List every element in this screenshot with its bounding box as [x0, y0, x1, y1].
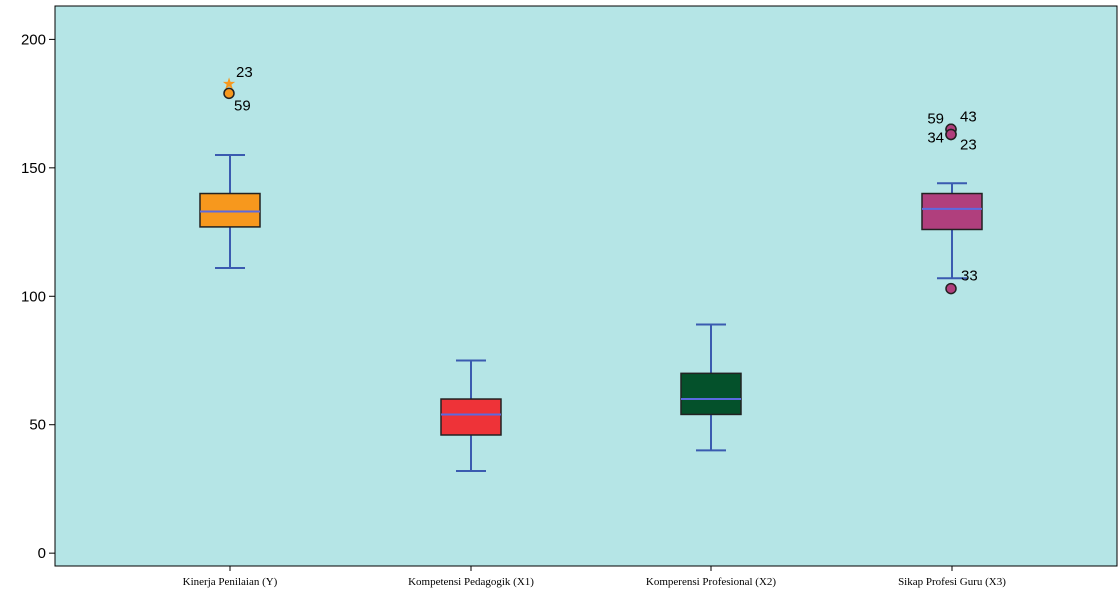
box-group — [440, 359, 502, 472]
iqr-box — [921, 192, 983, 231]
outlier-label: 59 — [927, 110, 944, 127]
outlier-label: 43 — [960, 108, 977, 125]
x-axis: Kinerja Penilaian (Y) Kompetensi Pedagogi… — [183, 566, 1006, 588]
outlier-point — [945, 128, 957, 141]
iqr-box — [440, 398, 502, 436]
x-category-label: Kompetensi Pedagogik (X1) — [408, 576, 534, 588]
iqr-box — [199, 192, 261, 228]
outlier-label: 23 — [236, 64, 253, 81]
iqr-box — [680, 372, 742, 416]
y-tick-label: 50 — [29, 417, 46, 434]
y-tick-label: 150 — [21, 160, 46, 177]
x-category-label: Kinerja Penilaian (Y) — [183, 576, 278, 588]
x-category-label: Sikap Profesi Guru (X3) — [898, 576, 1006, 588]
outlier-label: 33 — [961, 268, 978, 285]
box-group: ★23 59 — [199, 64, 261, 270]
outlier-label: 34 — [927, 129, 944, 146]
y-tick-label: 0 — [38, 545, 46, 562]
plot-area — [54, 5, 1118, 567]
y-tick-label: 200 — [21, 31, 46, 48]
extreme-outlier-star: ★ — [222, 74, 236, 93]
y-axis: 0 50 100 150 200 — [21, 31, 55, 562]
box-group — [680, 323, 742, 452]
outlier-label: 59 — [234, 97, 251, 114]
box-group: 59 43 34 23 33 — [921, 108, 983, 295]
x-category-label: Komperensi Profesional (X2) — [646, 576, 776, 588]
outlier-point — [945, 282, 957, 295]
y-tick-label: 100 — [21, 288, 46, 305]
outlier-label: 23 — [960, 136, 977, 153]
outlier-point — [223, 87, 235, 100]
